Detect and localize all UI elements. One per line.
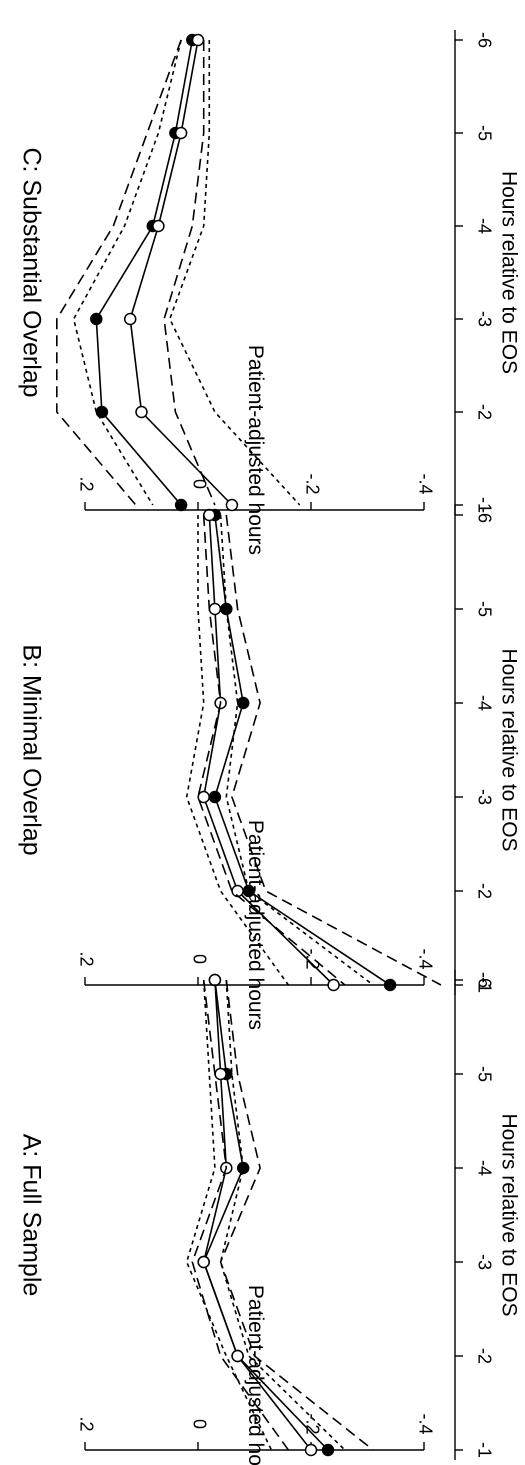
x-tick-label: -6: [474, 32, 494, 48]
y-tick-label: 0: [189, 1419, 209, 1429]
x-tick-label: -4: [474, 695, 494, 711]
series-line-0: [214, 514, 391, 986]
x-tick-label: -5: [474, 1066, 494, 1082]
y-tick-label: 0: [189, 479, 209, 489]
point-hollow: [203, 508, 216, 522]
point-hollow: [208, 602, 222, 616]
point-hollow: [152, 219, 165, 233]
point-filled: [174, 498, 188, 512]
point-hollow: [225, 498, 239, 512]
y-tick-label: -.4: [415, 473, 435, 494]
x-tick-label: -2: [474, 1348, 494, 1364]
panel-title: A: Full Sample: [17, 1134, 45, 1297]
series-line-5: [185, 515, 290, 986]
point-hollow: [135, 405, 148, 419]
y-tick-label: .2: [76, 951, 96, 966]
x-tick-label: -3: [474, 789, 494, 805]
point-filled: [383, 978, 397, 992]
panel-title: C: Substantial Overlap: [17, 147, 45, 397]
y-axis-title: Patient-adjusted hours: [244, 820, 267, 1030]
x-tick-label: -2: [474, 404, 494, 420]
x-tick-label: -5: [474, 601, 494, 617]
x-tick-label: -4: [474, 218, 494, 234]
series-line-4: [219, 514, 374, 986]
point-filled: [321, 1443, 335, 1457]
series-line-1: [202, 979, 312, 1451]
point-hollow: [123, 312, 137, 326]
point-hollow: [214, 1067, 227, 1081]
y-tick-label: .2: [76, 1416, 96, 1431]
series-line-2: [225, 514, 442, 986]
panel-title: B: Minimal Overlap: [17, 644, 45, 855]
series-line-5: [168, 40, 301, 506]
x-tick-label: -1: [474, 1442, 494, 1458]
point-filled: [90, 312, 103, 326]
series-line-4: [219, 979, 346, 1451]
y-axis-title: Patient-adjusted hours: [244, 345, 267, 555]
point-hollow: [304, 1443, 318, 1457]
y-tick-label: -.4: [415, 948, 435, 969]
point-hollow: [174, 126, 188, 140]
point-filled: [236, 1161, 250, 1175]
x-axis-title: Hours relative to EOS: [497, 1113, 520, 1316]
x-tick-label: -3: [474, 1254, 494, 1270]
point-filled: [236, 696, 250, 710]
x-tick-label: -1: [474, 977, 494, 993]
x-axis-title: Hours relative to EOS: [497, 171, 520, 374]
series-line-0: [202, 979, 329, 1451]
point-hollow: [191, 33, 205, 47]
x-tick-label: -6: [474, 507, 494, 523]
point-filled: [208, 790, 222, 804]
series-line-1: [129, 39, 233, 506]
x-tick-label: -6: [474, 972, 494, 988]
y-tick-label: -.2: [302, 473, 322, 494]
panel-c-substantial-overlap: -6 -5 -4 -3 -2 -1 -.4 -.2 0 .2 Hours relative to E…: [17, 30, 520, 555]
x-tick-label: -3: [474, 311, 494, 327]
y-tick-label: .2: [76, 476, 96, 491]
x-tick-label: -5: [474, 125, 494, 141]
series-line-1: [202, 514, 335, 986]
point-hollow: [327, 978, 340, 992]
x-tick-label: -2: [474, 883, 494, 899]
series-line-3: [191, 979, 290, 1451]
point-hollow: [197, 1255, 210, 1269]
point-filled: [95, 405, 109, 419]
series-line-2: [219, 979, 374, 1451]
y-tick-label: -.4: [415, 1413, 435, 1434]
x-tick-label: -1: [474, 497, 494, 513]
x-axis-title: Hours relative to EOS: [497, 648, 520, 851]
point-hollow: [208, 973, 222, 987]
x-tick-label: -4: [474, 1160, 494, 1176]
series-line-3: [197, 514, 346, 986]
series-line-0: [95, 39, 194, 506]
series-line-3: [163, 40, 216, 506]
y-tick-label: 0: [189, 954, 209, 964]
point-hollow: [197, 790, 210, 804]
point-hollow: [231, 1349, 244, 1363]
series-line-2: [55, 39, 182, 506]
